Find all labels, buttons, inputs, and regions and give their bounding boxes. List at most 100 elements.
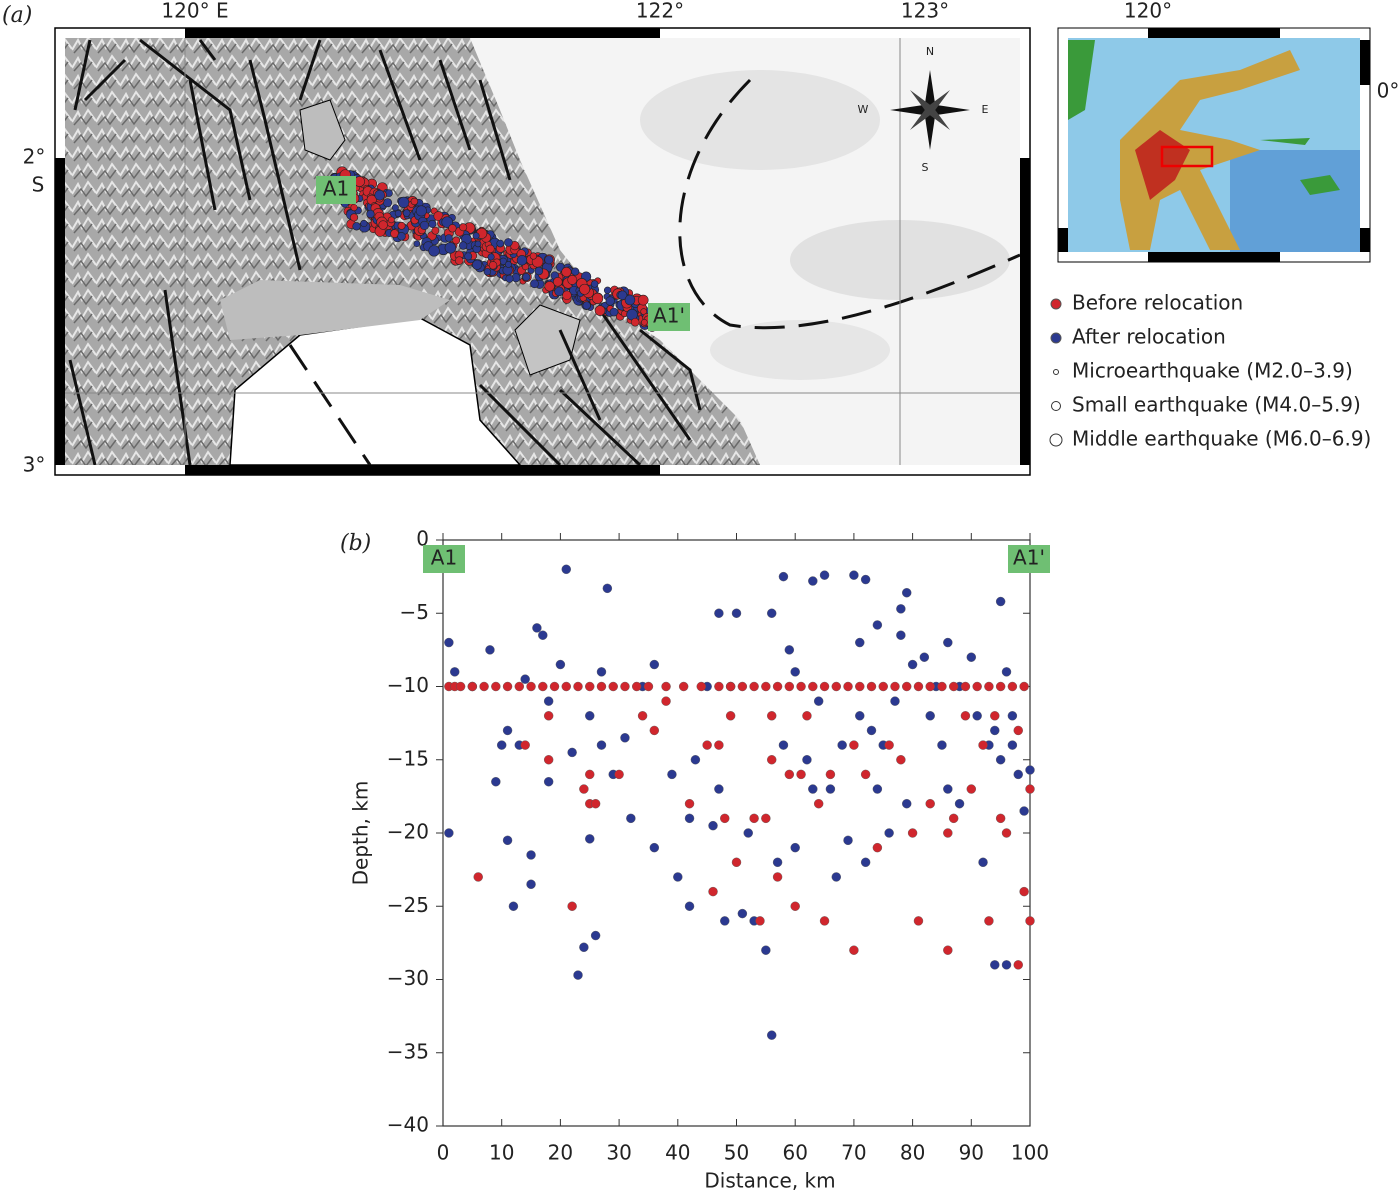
point bbox=[561, 681, 571, 692]
point bbox=[761, 945, 771, 955]
point bbox=[684, 813, 695, 824]
point bbox=[585, 769, 595, 780]
x-tick-label: 30 bbox=[606, 1141, 631, 1165]
point bbox=[502, 725, 513, 736]
point bbox=[778, 571, 789, 582]
map-event bbox=[374, 189, 385, 201]
point bbox=[907, 659, 918, 670]
point bbox=[825, 784, 836, 794]
point bbox=[808, 576, 818, 586]
point bbox=[579, 784, 589, 794]
point bbox=[725, 681, 736, 692]
map-event bbox=[431, 226, 440, 235]
point bbox=[831, 681, 841, 692]
y-tick-label: 0 bbox=[416, 527, 429, 551]
map-event bbox=[590, 280, 599, 288]
point bbox=[714, 784, 724, 794]
point bbox=[772, 872, 783, 882]
point bbox=[819, 681, 830, 692]
point bbox=[896, 630, 906, 640]
point bbox=[872, 784, 883, 794]
point bbox=[649, 725, 660, 736]
point bbox=[948, 813, 959, 824]
point bbox=[943, 945, 953, 955]
x-tick-label: 50 bbox=[724, 1141, 749, 1165]
map-event bbox=[579, 283, 591, 295]
point bbox=[743, 828, 753, 838]
x-tick-label: 100 bbox=[1011, 1141, 1049, 1165]
map-event bbox=[441, 216, 453, 228]
point bbox=[995, 813, 1006, 824]
point bbox=[567, 747, 577, 758]
point bbox=[790, 667, 800, 677]
panel-label: (a) bbox=[2, 3, 32, 28]
point bbox=[896, 755, 906, 765]
point bbox=[1019, 806, 1029, 816]
x-tick-label: 70 bbox=[841, 1141, 866, 1165]
point bbox=[849, 945, 859, 955]
x-tick-label: 20 bbox=[548, 1141, 573, 1165]
point bbox=[813, 799, 824, 809]
map-event bbox=[398, 196, 410, 209]
point bbox=[673, 872, 683, 882]
profile-tag bbox=[316, 176, 356, 204]
point bbox=[843, 681, 853, 692]
map-event bbox=[402, 209, 411, 217]
point bbox=[761, 813, 771, 824]
point bbox=[649, 842, 660, 853]
inset-map bbox=[1057, 27, 1371, 263]
point bbox=[972, 681, 982, 692]
point bbox=[925, 681, 935, 692]
map-event bbox=[582, 301, 591, 310]
map-event bbox=[352, 222, 361, 231]
point bbox=[884, 740, 894, 750]
point bbox=[538, 630, 548, 640]
legend-marker bbox=[1053, 369, 1059, 375]
map-event bbox=[504, 261, 512, 268]
point bbox=[878, 681, 888, 692]
point bbox=[1001, 828, 1012, 838]
point bbox=[784, 769, 795, 780]
point bbox=[543, 696, 554, 706]
point bbox=[849, 570, 859, 580]
point bbox=[849, 740, 859, 750]
map bbox=[54, 27, 1031, 476]
point bbox=[508, 901, 519, 911]
map-event bbox=[561, 266, 572, 278]
point bbox=[843, 835, 853, 846]
point bbox=[990, 960, 1000, 970]
point bbox=[1013, 725, 1023, 736]
point bbox=[855, 637, 865, 648]
point bbox=[555, 659, 566, 670]
point bbox=[937, 681, 947, 692]
map-event bbox=[571, 267, 580, 276]
point bbox=[491, 681, 501, 692]
point bbox=[819, 570, 830, 580]
point bbox=[790, 901, 800, 911]
point bbox=[473, 872, 483, 882]
map-event bbox=[624, 294, 636, 306]
point bbox=[972, 711, 982, 721]
point bbox=[573, 970, 583, 980]
point bbox=[860, 769, 871, 780]
point bbox=[579, 942, 589, 952]
lat-label: 3° bbox=[23, 453, 46, 477]
point bbox=[1025, 916, 1035, 926]
point bbox=[855, 711, 865, 721]
legend-marker bbox=[1050, 332, 1062, 344]
point bbox=[855, 681, 865, 692]
map-event bbox=[592, 292, 604, 304]
y-tick-label: −10 bbox=[387, 673, 429, 697]
point bbox=[772, 857, 783, 867]
map-event bbox=[529, 252, 538, 260]
point bbox=[731, 608, 742, 618]
point bbox=[995, 596, 1006, 607]
point bbox=[978, 857, 988, 867]
point bbox=[1013, 769, 1023, 780]
point bbox=[872, 620, 883, 630]
point bbox=[796, 681, 806, 692]
point bbox=[913, 916, 924, 926]
point bbox=[526, 879, 536, 889]
point bbox=[632, 681, 642, 692]
map-event bbox=[630, 317, 640, 327]
